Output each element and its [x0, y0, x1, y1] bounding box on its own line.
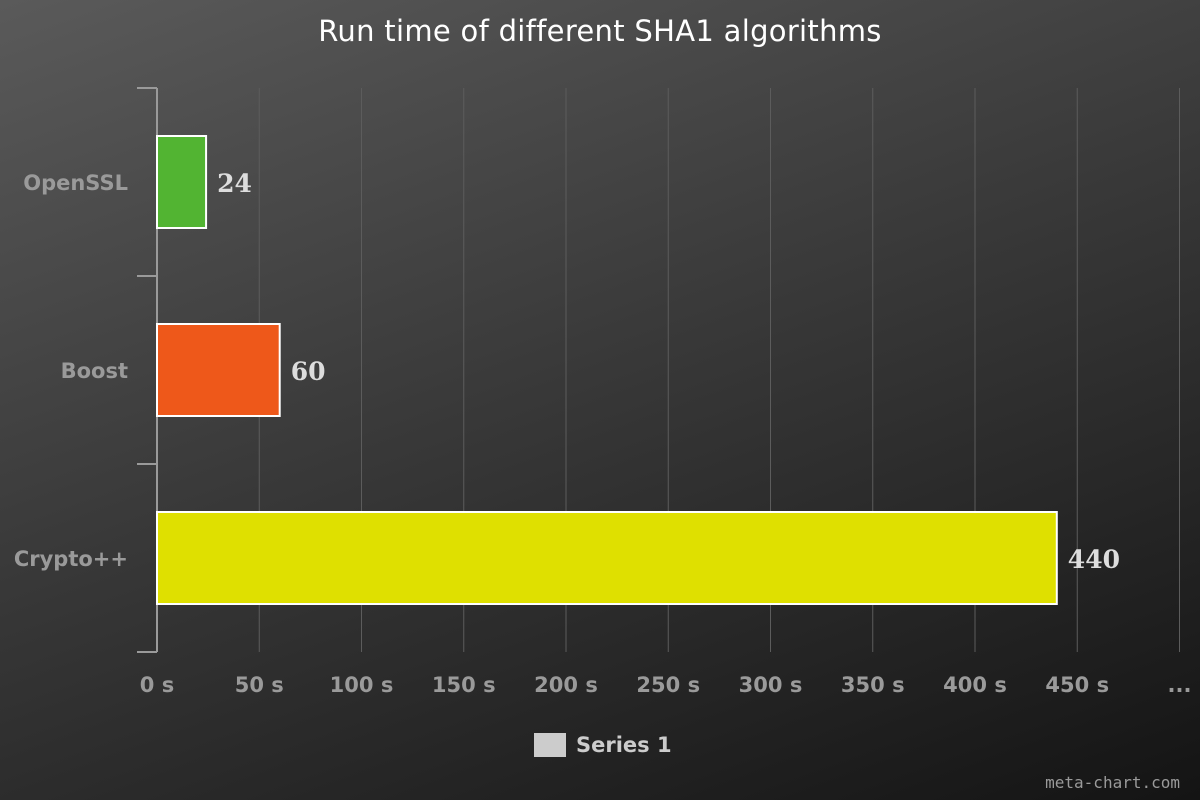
- labels: 0 s 50 s 100 s 150 s 200 s 250 s 300 s 350 s 400…: [14, 169, 1192, 697]
- data-label: 440: [1068, 545, 1120, 574]
- x-tick-label: 450 s: [1045, 673, 1109, 697]
- watermark: meta-chart.com: [1045, 773, 1180, 792]
- category-label: Boost: [61, 359, 128, 383]
- legend: Series 1: [534, 733, 672, 757]
- x-tick-label: 200 s: [534, 673, 598, 697]
- x-tick-label: 300 s: [739, 673, 803, 697]
- bar: [156, 511, 1058, 605]
- category-label: Crypto++: [14, 547, 128, 571]
- bars: [156, 135, 1058, 605]
- x-tick-label: 250 s: [636, 673, 700, 697]
- x-tick-label: 150 s: [432, 673, 496, 697]
- x-tick-label: ...: [1168, 673, 1192, 697]
- axes: [137, 87, 158, 653]
- bar: [156, 135, 208, 229]
- x-tick-label: 0 s: [140, 673, 174, 697]
- x-tick-label: 400 s: [943, 673, 1007, 697]
- legend-label: Series 1: [576, 733, 672, 757]
- x-tick-label: 50 s: [235, 673, 284, 697]
- legend-swatch: [534, 733, 566, 757]
- chart-title: Run time of different SHA1 algorithms: [318, 14, 882, 48]
- x-tick-label: 100 s: [330, 673, 394, 697]
- x-tick-label: 350 s: [841, 673, 905, 697]
- bar: [156, 323, 281, 417]
- data-label: 60: [291, 357, 326, 386]
- data-label: 24: [217, 169, 252, 198]
- category-label: OpenSSL: [23, 171, 128, 195]
